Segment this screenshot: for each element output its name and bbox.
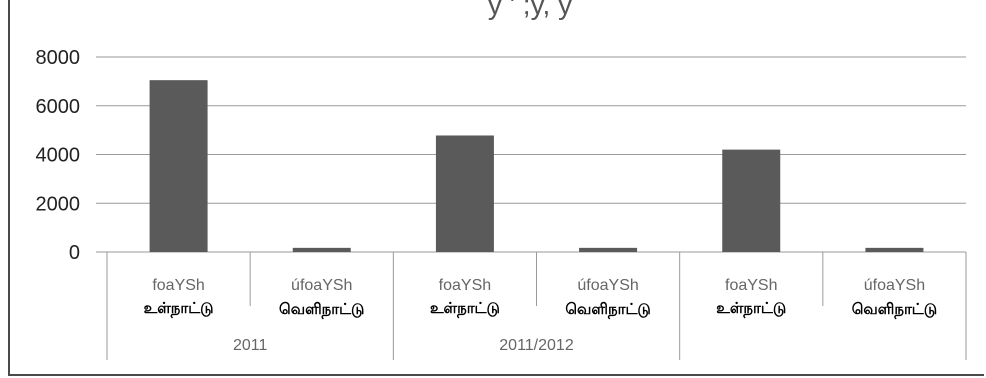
label-mask [253,290,390,320]
y-tick-label: 6000 [36,96,81,118]
gridlines [96,56,966,253]
y-axis-ticks: 0 2000 4000 6000 8000 [36,47,81,264]
chart-title: y ' ;y, y [488,0,572,20]
x-category-label: foaYSh [439,277,491,294]
tamil-category-label: உள்நாட்டு [144,300,214,318]
x-axis: foaYSh úfoaYSh foaYSh úfoaYSh foaYSh úfoaYSh உ… [106,252,967,360]
y-tick-label: 2000 [36,193,81,215]
label-mask [540,290,677,320]
bar [865,247,924,252]
bar [722,149,781,252]
x-category-label: foaYSh [725,277,777,294]
label-mask [396,290,533,320]
bars [149,80,924,252]
x-category-label: úfoaYSh [291,277,352,294]
label-mask [826,290,963,320]
tamil-category-label: உள்நாட்டு [430,300,500,318]
y-tick-label: 0 [69,242,80,264]
x-group-label: 2011/2012 [499,337,574,354]
bar [435,135,494,252]
y-tick-label: 4000 [36,145,81,167]
y-tick-label: 8000 [36,47,81,69]
label-mask [110,290,247,320]
tamil-category-label: வெளிநாட்டு [852,301,937,319]
x-category-label: foaYSh [152,277,204,294]
chart-frame [8,0,984,376]
title-layer: y ' ;y, y [488,0,572,20]
tamil-category-label: உள்நாட்டு [716,300,786,318]
x-category-label: úfoaYSh [577,277,638,294]
x-group-label: 2011 [233,337,268,354]
bar [292,247,351,252]
label-mask [683,290,820,320]
bar [149,80,208,252]
tamil-category-label: வெளிநாட்டு [565,301,650,319]
x-category-label: úfoaYSh [864,277,925,294]
bar [579,247,638,252]
tamil-category-label: வெளிநாட்டு [279,301,364,319]
